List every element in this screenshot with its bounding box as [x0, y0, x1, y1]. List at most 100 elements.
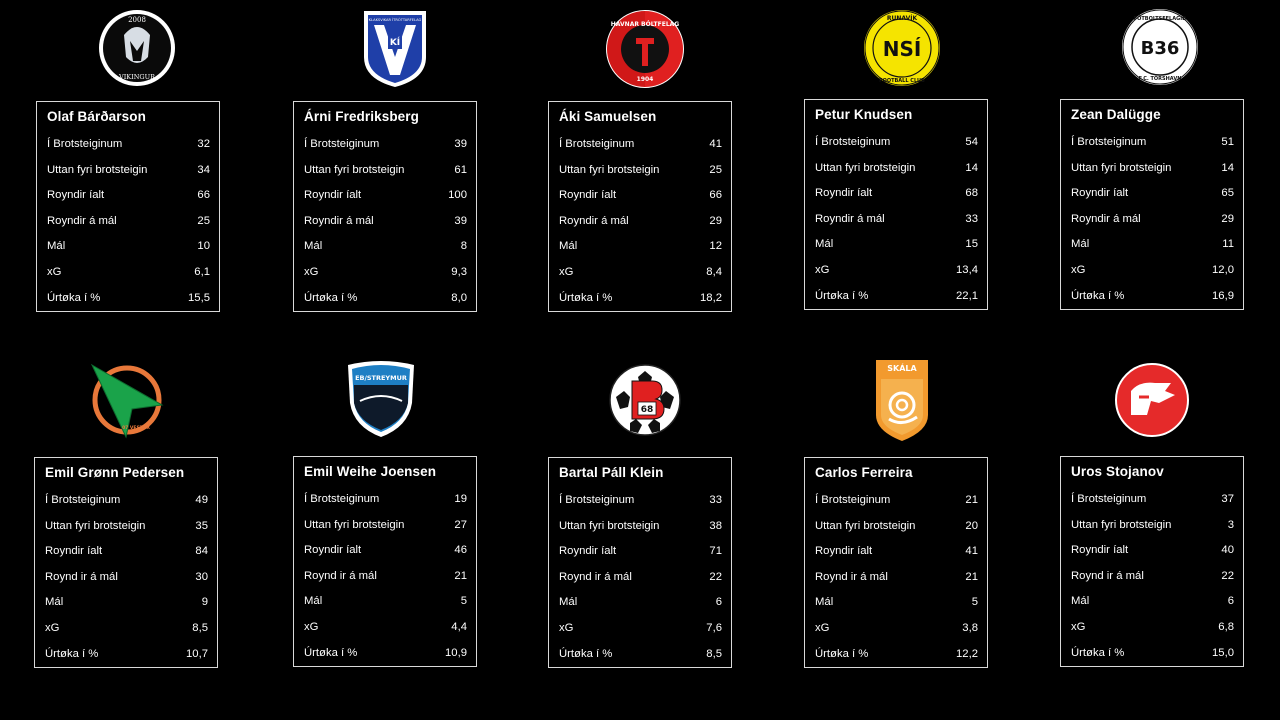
player-card: Árni Fredriksberg Í Brotsteiginum 39 Utta…	[293, 101, 477, 313]
stat-label: Mál	[304, 595, 323, 608]
stat-value: 25	[709, 163, 722, 176]
stat-row-shots-on-target: Roynd ir á mál 21	[815, 565, 978, 591]
stat-value: 8,4	[706, 265, 722, 278]
stat-row-xg: xG 6,8	[1071, 615, 1234, 641]
stat-value: 49	[195, 494, 208, 506]
stat-label: xG	[304, 620, 319, 633]
stat-label: Mál	[1071, 238, 1090, 251]
stat-value: 8,5	[706, 647, 722, 660]
stat-row-conversion: Úrtøka í % 10,9	[304, 641, 467, 667]
stat-label: xG	[1071, 263, 1086, 276]
stat-value: 66	[709, 189, 722, 202]
stat-label: Roynd ir á mál	[304, 569, 377, 582]
stat-value: 14	[1221, 161, 1234, 174]
stat-value: 15,0	[1212, 646, 1234, 659]
stat-value: 6,8	[1218, 620, 1234, 633]
stat-value: 9	[201, 596, 208, 609]
stat-row-conversion: Úrtøka í % 12,2	[815, 642, 978, 668]
stat-row-outside-box: Uttan fyri brotsteigin 3	[1071, 513, 1234, 539]
stat-label: Uttan fyri brotsteigin	[1071, 518, 1172, 531]
stat-value: 25	[197, 214, 210, 227]
stat-row-outside-box: Uttan fyri brotsteigin 61	[304, 158, 467, 184]
stat-value: 38	[709, 519, 722, 532]
stat-value: 12,0	[1212, 263, 1234, 276]
stat-row-goals: Mál 12	[559, 234, 722, 260]
stat-label: Mál	[47, 240, 66, 253]
stat-row-goals: Mál 5	[815, 590, 978, 616]
player-card: Áki Samuelsen Í Brotsteiginum 41 Uttan fy…	[548, 101, 732, 313]
stat-label: Í Brotsteiginum	[815, 136, 891, 148]
player-name: Petur Knudsen	[815, 107, 913, 122]
stat-value: 71	[709, 545, 722, 558]
stat-label: xG	[559, 265, 574, 278]
stat-row-outside-box: Uttan fyri brotsteigin 38	[559, 514, 722, 540]
stat-label: Royndir íalt	[1071, 544, 1129, 557]
stat-value: 66	[197, 189, 210, 202]
stat-value: 5	[971, 596, 978, 609]
stat-label: Í Brotsteiginum	[1071, 136, 1147, 148]
stat-row-outside-box: Uttan fyri brotsteigin 25	[559, 158, 722, 184]
stat-row-total-shots: Royndir íalt 46	[304, 538, 467, 564]
stat-row-xg: xG 4,4	[304, 615, 467, 641]
stat-value: 22	[1221, 569, 1234, 582]
stat-row-goals: Mál 8	[304, 234, 467, 260]
stat-row-xg: xG 3,8	[815, 616, 978, 642]
player-card: Emil Weihe Joensen Í Brotsteiginum 19 Utt…	[293, 456, 477, 668]
stat-value: 12,2	[956, 647, 978, 660]
svg-text:B36: B36	[1141, 38, 1180, 59]
svg-text:F.C. TÓRSHAVN: F.C. TÓRSHAVN	[1139, 75, 1182, 82]
stat-label: Royndir íalt	[304, 189, 362, 202]
stat-label: Mál	[45, 596, 64, 609]
stat-row-xg: xG 7,6	[559, 616, 722, 642]
stat-row-outside-box: Uttan fyri brotsteigin 14	[1071, 156, 1234, 182]
stat-value: 14	[965, 161, 978, 174]
stat-label: Mál	[815, 238, 834, 251]
stat-row-inside-box: Í Brotsteiginum 21	[815, 488, 978, 514]
stat-label: Mál	[559, 240, 578, 253]
stat-label: Úrtøka í %	[45, 647, 99, 660]
stat-label: Mál	[559, 596, 578, 609]
player-card: Uros Stojanov Í Brotsteiginum 37 Uttan fy…	[1060, 456, 1244, 668]
player-name: Árni Fredriksberg	[304, 109, 419, 124]
stat-value: 16,9	[1212, 289, 1234, 302]
b68-toftir-crest-icon: 68	[602, 357, 688, 443]
stat-label: Royndir íalt	[559, 189, 617, 202]
stat-value: 7,6	[706, 621, 722, 634]
nsi-runavik-crest-icon: RUNAVÍK NSÍ FOOTBALL CLUB	[859, 5, 945, 91]
player-name: Emil Grønn Pedersen	[45, 465, 185, 480]
stat-value: 8,5	[192, 621, 208, 634]
stat-row-conversion: Úrtøka í % 10,7	[45, 642, 208, 668]
stat-value: 10,7	[186, 647, 208, 660]
stat-value: 18,2	[700, 291, 722, 304]
stat-value: 22	[709, 570, 722, 583]
stat-label: xG	[559, 621, 574, 634]
player-name: Olaf Bárðarson	[47, 109, 146, 124]
player-card: Carlos Ferreira Í Brotsteiginum 21 Uttan …	[804, 457, 988, 669]
stat-value: 21	[965, 494, 978, 506]
stat-label: xG	[47, 265, 62, 278]
svg-text:EB/STREYMUR: EB/STREYMUR	[355, 374, 407, 382]
stat-row-goals: Mál 6	[1071, 589, 1234, 615]
svg-text:07 VESTUR: 07 VESTUR	[122, 425, 150, 431]
stat-row-goals: Mál 5	[304, 589, 467, 615]
stat-row-total-shots: Royndir íalt 66	[559, 183, 722, 209]
b36-torshavn-crest-icon: FÓTBOLTSFELAGIÐ B36 F.C. TÓRSHAVN	[1117, 4, 1203, 90]
stat-row-shots-on-target: Royndir á mál 25	[47, 209, 210, 235]
stat-value: 9,3	[451, 265, 467, 278]
stat-value: 39	[454, 214, 467, 227]
stat-label: Royndir íalt	[815, 545, 873, 558]
stat-label: Í Brotsteiginum	[45, 494, 121, 506]
stat-value: 21	[965, 570, 978, 583]
stat-value: 6,1	[194, 265, 210, 278]
stat-row-inside-box: Í Brotsteiginum 33	[559, 488, 722, 514]
hb-torshavn-crest-icon: HAVNAR BÓLTFELAG 1904	[602, 6, 688, 92]
stat-row-shots-on-target: Roynd ir á mál 22	[1071, 564, 1234, 590]
stat-row-outside-box: Uttan fyri brotsteigin 20	[815, 514, 978, 540]
stat-label: Í Brotsteiginum	[559, 138, 635, 150]
stat-row-inside-box: Í Brotsteiginum 37	[1071, 487, 1234, 513]
stat-row-total-shots: Royndir íalt 68	[815, 181, 978, 207]
stat-row-shots-on-target: Roynd ir á mál 30	[45, 565, 208, 591]
stat-row-inside-box: Í Brotsteiginum 32	[47, 132, 210, 158]
stat-row-total-shots: Royndir íalt 66	[47, 183, 210, 209]
svg-text:HAVNAR BÓLTFELAG: HAVNAR BÓLTFELAG	[611, 21, 680, 28]
